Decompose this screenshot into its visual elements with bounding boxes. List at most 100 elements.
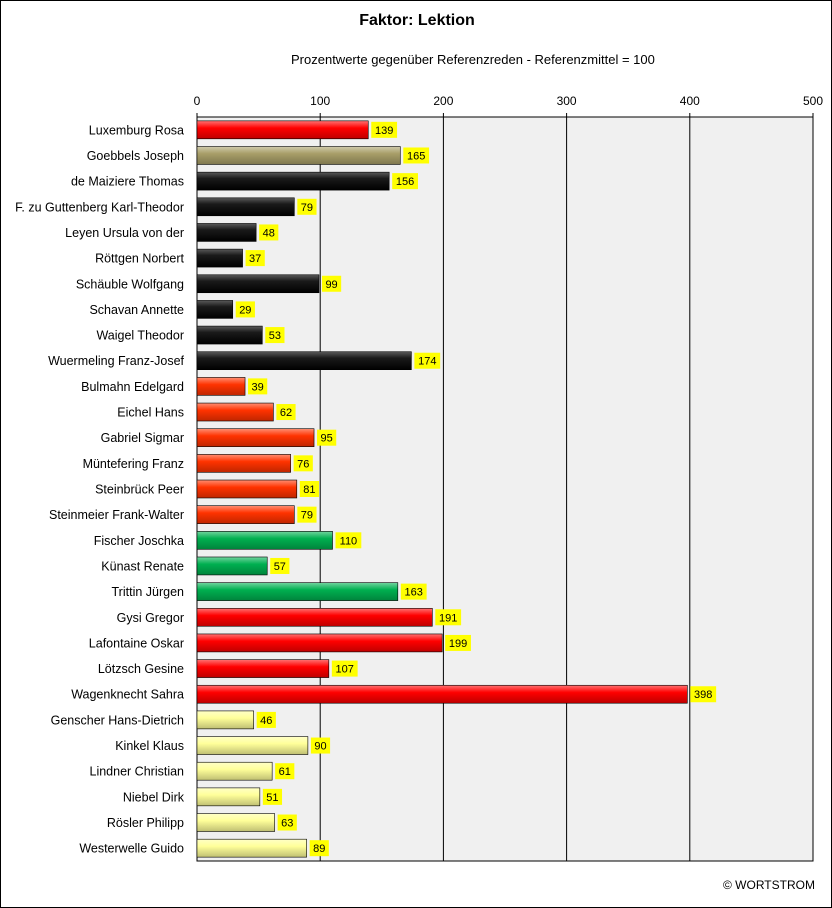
x-tick-label: 200 bbox=[433, 94, 453, 108]
bar bbox=[196, 684, 688, 704]
category-label: Goebbels Joseph bbox=[87, 149, 184, 163]
bar bbox=[196, 556, 268, 576]
value-label-box bbox=[309, 840, 329, 857]
bar bbox=[196, 479, 298, 499]
value-label: 53 bbox=[269, 330, 281, 342]
value-label: 139 bbox=[375, 125, 393, 137]
bar bbox=[196, 582, 399, 601]
category-label: Kinkel Klaus bbox=[115, 739, 184, 753]
value-label-box bbox=[262, 788, 283, 805]
value-label-box bbox=[331, 660, 358, 677]
bar bbox=[196, 146, 401, 165]
x-tick-label: 300 bbox=[557, 94, 577, 108]
category-label: Genscher Hans-Dietrich bbox=[51, 713, 184, 727]
value-label-box bbox=[400, 583, 427, 600]
category-label: Luxemburg Rosa bbox=[89, 123, 184, 137]
value-label: 89 bbox=[313, 843, 325, 855]
category-label: Lindner Christian bbox=[90, 765, 185, 779]
value-label: 99 bbox=[325, 279, 337, 291]
bar bbox=[196, 838, 307, 858]
category-label: Lafontaine Oskar bbox=[89, 636, 184, 650]
value-label-box bbox=[276, 404, 296, 421]
category-label: Steinbrück Peer bbox=[95, 483, 184, 497]
value-label: 398 bbox=[694, 689, 712, 701]
bar bbox=[196, 428, 315, 447]
bar bbox=[196, 787, 261, 807]
bar bbox=[196, 248, 243, 268]
value-label: 156 bbox=[396, 176, 414, 188]
value-label: 199 bbox=[449, 638, 467, 650]
bar bbox=[196, 120, 369, 140]
bar bbox=[196, 736, 309, 755]
category-label: Trittin Jürgen bbox=[112, 585, 185, 599]
bar bbox=[196, 223, 257, 242]
value-label-box bbox=[259, 224, 279, 241]
value-label: 76 bbox=[297, 458, 309, 470]
bar bbox=[196, 607, 433, 627]
x-tick-label: 500 bbox=[803, 94, 823, 108]
value-label-box bbox=[435, 609, 462, 626]
bar bbox=[196, 197, 295, 217]
category-label: Niebel Dirk bbox=[123, 790, 185, 804]
bar bbox=[196, 659, 330, 678]
value-label: 79 bbox=[301, 202, 313, 214]
value-label: 81 bbox=[303, 484, 315, 496]
value-label: 110 bbox=[340, 535, 358, 547]
bar bbox=[196, 454, 291, 473]
value-label: 46 bbox=[260, 715, 272, 727]
category-label: Eichel Hans bbox=[117, 406, 184, 420]
value-label: 90 bbox=[314, 741, 326, 753]
category-label: F. zu Guttenberg Karl-Theodor bbox=[15, 200, 184, 214]
value-label-box bbox=[245, 250, 265, 267]
category-label: Wagenknecht Sahra bbox=[71, 688, 184, 702]
value-label-box bbox=[265, 327, 285, 344]
value-label: 191 bbox=[439, 612, 457, 624]
value-label-box bbox=[248, 378, 268, 395]
value-label: 174 bbox=[418, 356, 436, 368]
value-label-box bbox=[297, 198, 317, 215]
category-label: Leyen Ursula von der bbox=[65, 226, 184, 240]
value-label-box bbox=[321, 275, 342, 292]
bar bbox=[196, 633, 443, 653]
value-label: 79 bbox=[301, 510, 313, 522]
value-label-box bbox=[392, 173, 418, 190]
copyright-notice: © WORTSTROM bbox=[723, 878, 815, 892]
value-label: 163 bbox=[405, 587, 423, 599]
value-label-box bbox=[690, 686, 717, 703]
category-label: Röttgen Norbert bbox=[95, 252, 184, 266]
value-label-box bbox=[445, 634, 471, 651]
category-label: Steinmeier Frank-Walter bbox=[49, 508, 184, 522]
chart-title: Faktor: Lektion bbox=[359, 12, 475, 29]
x-tick-label: 100 bbox=[310, 94, 330, 108]
x-tick-label: 400 bbox=[680, 94, 700, 108]
value-label-box bbox=[310, 737, 331, 754]
value-label-box bbox=[403, 147, 430, 164]
value-label-box bbox=[293, 455, 313, 472]
value-label: 51 bbox=[266, 792, 278, 804]
value-label: 95 bbox=[321, 433, 333, 445]
value-label: 37 bbox=[249, 253, 261, 265]
category-label: Fischer Joschka bbox=[94, 534, 184, 548]
value-label: 29 bbox=[239, 304, 251, 316]
value-label-box bbox=[414, 352, 441, 369]
category-label: Künast Renate bbox=[101, 559, 184, 573]
bar bbox=[196, 300, 234, 319]
bar bbox=[196, 402, 274, 422]
value-label: 39 bbox=[252, 381, 264, 393]
value-label: 165 bbox=[407, 150, 425, 162]
value-label: 48 bbox=[263, 227, 275, 239]
bar bbox=[196, 710, 254, 730]
value-label-box bbox=[277, 814, 297, 831]
value-label-box bbox=[335, 532, 362, 549]
bar bbox=[196, 351, 412, 371]
value-label-box bbox=[297, 506, 317, 523]
value-label-box bbox=[275, 763, 295, 780]
category-label: Westerwelle Guido bbox=[79, 842, 184, 856]
value-label: 61 bbox=[279, 766, 291, 778]
bar bbox=[196, 274, 320, 294]
category-label: Lötzsch Gesine bbox=[98, 662, 184, 676]
category-label: Gabriel Sigmar bbox=[101, 431, 184, 445]
x-tick-label: 0 bbox=[194, 94, 201, 108]
